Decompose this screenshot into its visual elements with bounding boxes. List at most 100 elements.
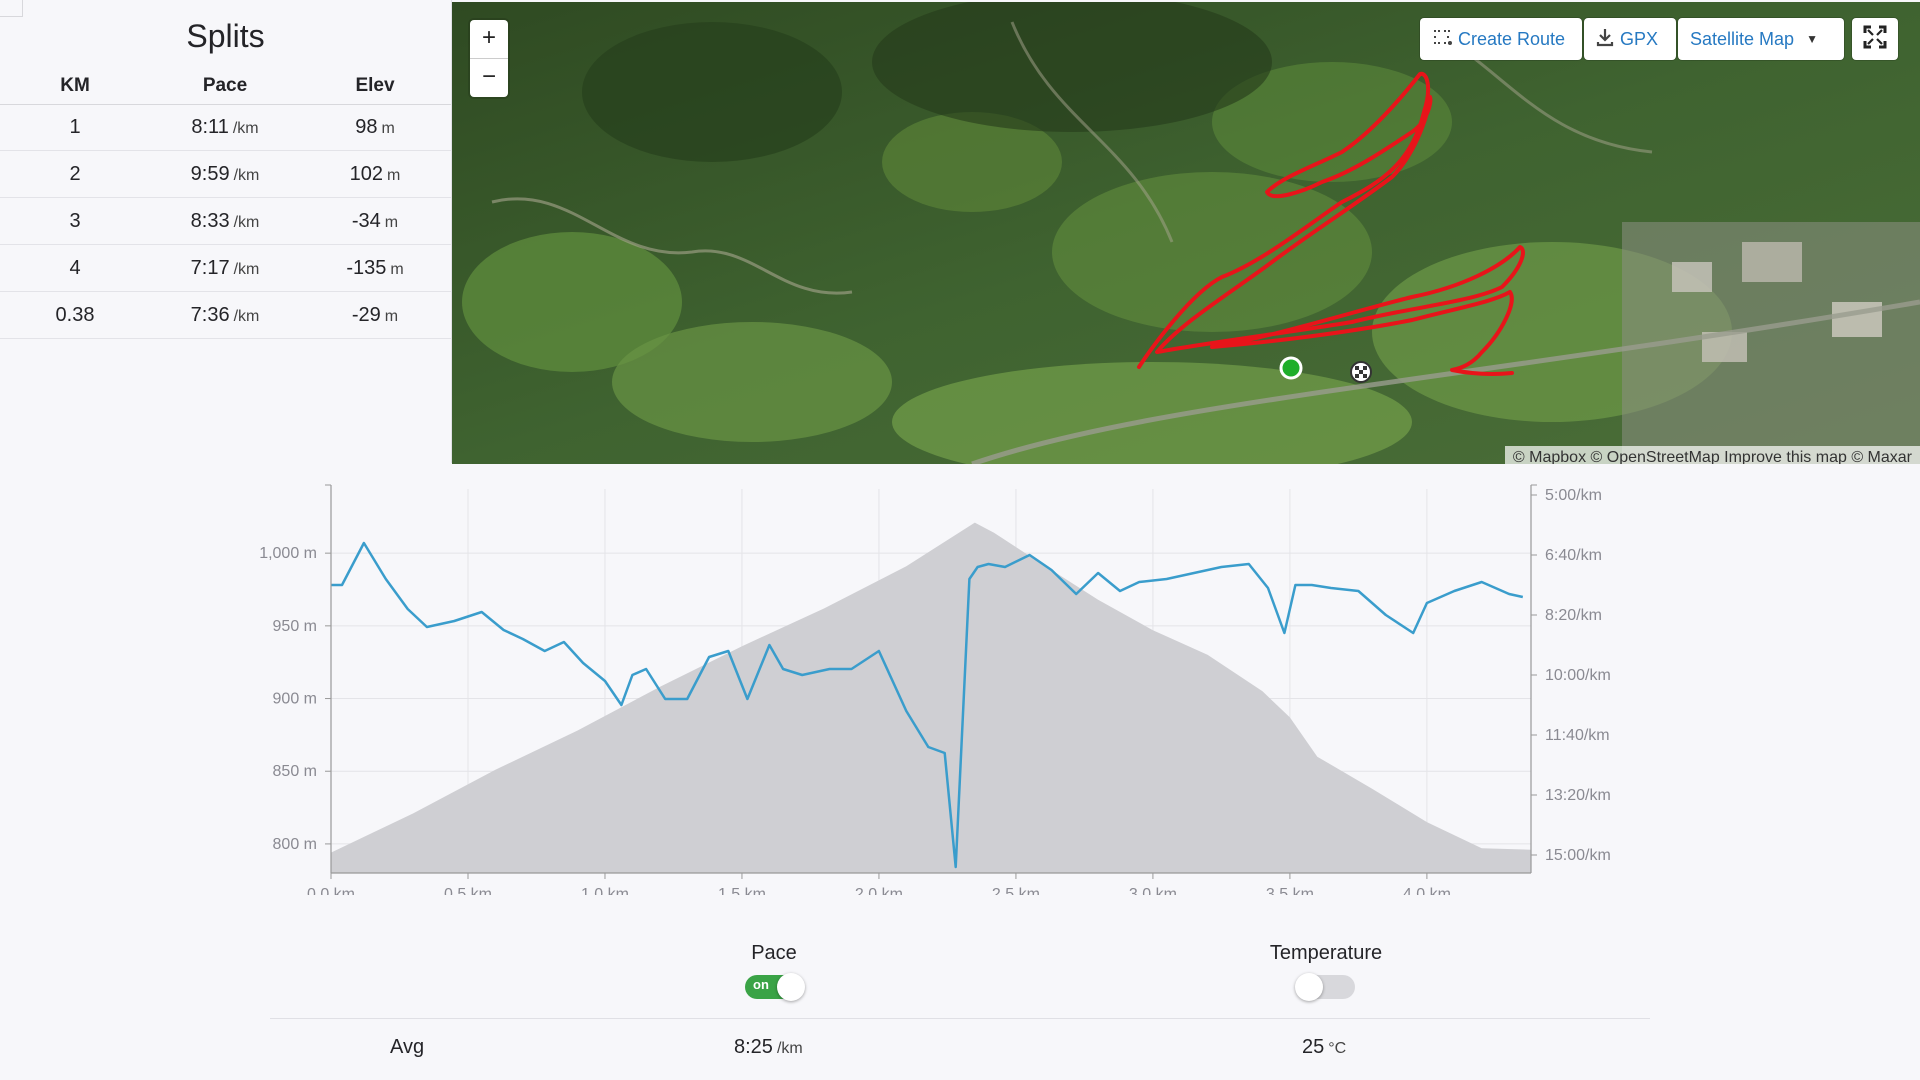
split-pace-value: 7:17 bbox=[190, 256, 230, 279]
split-pace-value: 7:36 bbox=[190, 303, 230, 326]
gpx-label: GPX bbox=[1620, 28, 1659, 49]
split-row: 1 8:11/km 98 m bbox=[0, 104, 451, 151]
map-attribution[interactable]: © Mapbox © OpenStreetMap Improve this ma… bbox=[1504, 446, 1920, 464]
split-km: 1 bbox=[69, 115, 81, 138]
y-right-tick-label: 8:20/km bbox=[1545, 607, 1602, 624]
split-elev-value: -34 bbox=[351, 209, 381, 232]
map-imagery[interactable] bbox=[452, 2, 1920, 464]
split-km: 0.38 bbox=[55, 303, 95, 326]
split-elev: -29 m bbox=[300, 304, 450, 327]
split-pace: 8:33/km bbox=[150, 210, 300, 233]
split-pace-unit: /km bbox=[232, 119, 259, 137]
x-tick-label: 1.5 km bbox=[718, 886, 766, 895]
pace-toggle-switch[interactable]: on bbox=[745, 973, 805, 1001]
split-pace-unit: /km bbox=[233, 166, 260, 184]
split-elev-unit: m bbox=[381, 119, 395, 137]
split-elev: 102 m bbox=[300, 163, 450, 186]
x-tick-label: 0.5 km bbox=[444, 886, 492, 895]
split-elev-unit: m bbox=[390, 260, 404, 278]
y-right-tick-label: 6:40/km bbox=[1545, 547, 1602, 564]
divider bbox=[270, 1018, 1650, 1019]
split-elev-unit: m bbox=[384, 213, 399, 231]
fullscreen-button[interactable] bbox=[1852, 18, 1898, 60]
gpx-download-button[interactable]: GPX bbox=[1584, 18, 1676, 60]
splits-header-row: KM Pace Elev bbox=[0, 68, 451, 105]
temperature-toggle-switch[interactable] bbox=[1295, 973, 1355, 1001]
split-elev: -34 m bbox=[300, 210, 450, 233]
split-pace-value: 8:33 bbox=[190, 209, 230, 232]
y-right-tick-label: 15:00/km bbox=[1545, 847, 1611, 864]
pace-line bbox=[331, 541, 1524, 869]
split-pace-unit: /km bbox=[233, 307, 260, 325]
pace-toggle-group: Pace on bbox=[674, 942, 874, 1001]
zoom-in-button[interactable]: + bbox=[481, 24, 496, 51]
split-pace: 7:36/km bbox=[150, 304, 300, 327]
x-tick-label: 2.5 km bbox=[992, 886, 1040, 895]
pace-toggle-label: Pace bbox=[751, 942, 797, 964]
y-left-tick-label: 850 m bbox=[273, 763, 317, 780]
route-icon bbox=[1432, 28, 1452, 51]
split-pace: 7:17/km bbox=[150, 257, 300, 280]
split-pace-value: 9:59 bbox=[190, 162, 230, 185]
header-km: KM bbox=[60, 75, 90, 96]
split-pace: 9:59/km bbox=[150, 163, 300, 186]
split-row: 2 9:59/km 102 m bbox=[0, 151, 451, 198]
satellite-map[interactable]: + − Create Route GPX Satellite Map ▼ © M… bbox=[452, 2, 1920, 464]
header-pace: Pace bbox=[202, 75, 248, 96]
split-pace-unit: /km bbox=[233, 260, 260, 278]
y-axis-left-ticks: 1,000 m 950 m 900 m 850 m 800 m bbox=[259, 545, 331, 853]
toggle-knob bbox=[777, 973, 805, 1001]
avg-temperature: 25 °C bbox=[1302, 1036, 1346, 1059]
finish-marker[interactable] bbox=[1350, 361, 1372, 383]
split-elev: -135 m bbox=[300, 257, 450, 280]
fullscreen-icon bbox=[1862, 24, 1888, 55]
avg-temperature-value: 25 bbox=[1302, 1036, 1325, 1058]
y-left-tick-label: 900 m bbox=[273, 691, 317, 708]
avg-temperature-unit: °C bbox=[1328, 1040, 1347, 1057]
map-type-label: Satellite Map bbox=[1690, 28, 1795, 49]
y-right-tick-label: 11:40/km bbox=[1545, 727, 1610, 744]
splits-panel: Splits KM Pace Elev 1 8:11/km 98 m 2 9:59… bbox=[0, 0, 452, 463]
elevation-area bbox=[331, 522, 1531, 873]
splits-title: Splits bbox=[186, 18, 265, 54]
split-elev-unit: m bbox=[384, 307, 399, 325]
x-tick-label: 2.0 km bbox=[855, 886, 903, 895]
split-km: 3 bbox=[69, 209, 81, 232]
split-elev-value: -135 bbox=[346, 256, 387, 279]
y-right-tick-label: 5:00/km bbox=[1545, 487, 1602, 504]
y-axis-right-ticks: 5:00/km 6:40/km 8:20/km 10:00/km 11:40/km 13:… bbox=[1531, 487, 1611, 864]
zoom-out-button[interactable]: − bbox=[470, 58, 508, 97]
x-tick-label: 4.0 km bbox=[1403, 886, 1451, 895]
toggle-knob bbox=[1295, 973, 1323, 1001]
create-route-button[interactable]: Create Route bbox=[1420, 18, 1582, 60]
split-elev-value: 102 bbox=[349, 162, 384, 185]
y-left-tick-label: 800 m bbox=[273, 836, 317, 853]
split-pace-unit: /km bbox=[233, 213, 260, 231]
y-left-tick-label: 1,000 m bbox=[259, 545, 317, 562]
route-line bbox=[1137, 71, 1525, 376]
y-right-tick-label: 10:00/km bbox=[1545, 667, 1611, 684]
caret-down-icon: ▼ bbox=[1806, 32, 1818, 46]
split-row: 0.38 7:36/km -29 m bbox=[0, 292, 451, 339]
x-tick-label: 0.0 km bbox=[307, 886, 355, 895]
splits-rows: 1 8:11/km 98 m 2 9:59/km 102 m 3 8:33/km -… bbox=[0, 104, 451, 339]
temperature-toggle-group: Temperature bbox=[1226, 942, 1426, 1001]
avg-label: Avg bbox=[390, 1036, 425, 1058]
chart-canvas: 0.0 km 0.5 km 1.0 km 1.5 km 2.0 km 2.5 km 3.0 … bbox=[259, 484, 1611, 903]
create-route-label: Create Route bbox=[1458, 28, 1566, 49]
split-elev: 98 m bbox=[300, 116, 450, 139]
x-axis-ticks: 0.0 km 0.5 km 1.0 km 1.5 km 2.0 km 2.5 km 3.0 … bbox=[307, 873, 1451, 903]
avg-pace: 8:25/km bbox=[734, 1036, 803, 1059]
map-type-select[interactable]: Satellite Map ▼ bbox=[1678, 18, 1844, 60]
avg-pace-value: 8:25 bbox=[734, 1036, 773, 1058]
panel-corner bbox=[0, 0, 23, 17]
split-elev-unit: m bbox=[387, 166, 401, 184]
temperature-toggle-label: Temperature bbox=[1269, 942, 1383, 964]
elevation-pace-chart: 0.0 km 0.5 km 1.0 km 1.5 km 2.0 km 2.5 km 3.0 … bbox=[0, 465, 1920, 903]
x-tick-label: 1.0 km bbox=[581, 886, 629, 895]
split-pace-value: 8:11 bbox=[191, 115, 229, 138]
start-marker[interactable] bbox=[1279, 356, 1303, 380]
chart-axes bbox=[325, 484, 1537, 874]
split-elev-value: -29 bbox=[351, 303, 381, 326]
split-km: 2 bbox=[69, 162, 81, 185]
